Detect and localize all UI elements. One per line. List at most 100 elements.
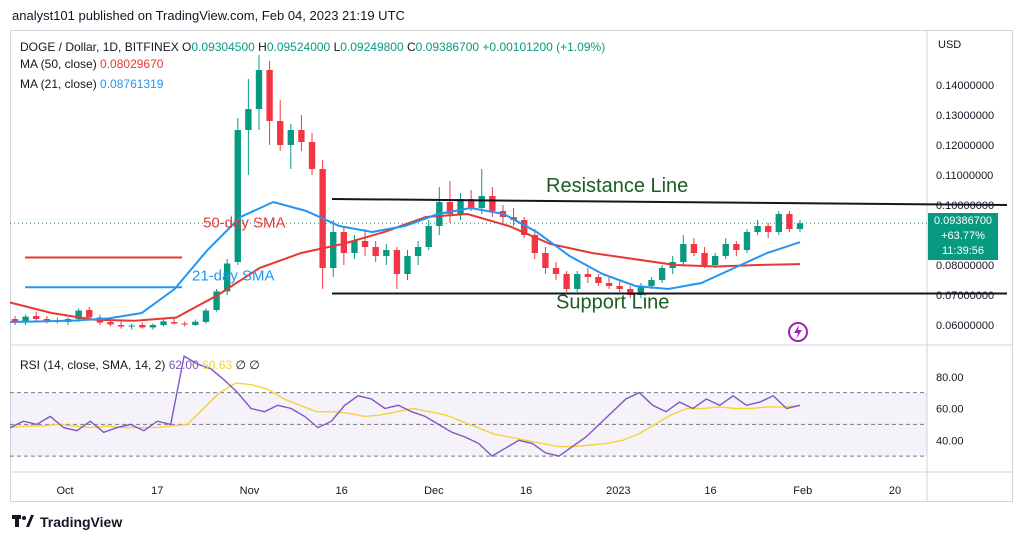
- price-tick-label: 0.14000000: [936, 80, 994, 92]
- countdown-badge: 11:39:56: [928, 243, 998, 260]
- candle: [255, 55, 263, 130]
- rsi-na-2: ∅: [249, 358, 260, 372]
- candle-body: [489, 196, 496, 211]
- candle-body: [467, 199, 475, 208]
- candle: [680, 235, 687, 265]
- candle: [287, 124, 294, 169]
- low-value: 0.09249800: [340, 40, 404, 54]
- candle-body: [266, 70, 273, 121]
- candle-body: [393, 250, 401, 274]
- time-tick-label: Oct: [56, 485, 73, 497]
- open-label: O: [182, 40, 192, 54]
- candle-body: [11, 319, 19, 322]
- candle-body: [404, 256, 411, 274]
- resistance-line-label: Resistance Line: [546, 175, 688, 197]
- candle: [298, 115, 305, 151]
- candle-body: [107, 322, 114, 325]
- time-tick-label: Nov: [240, 485, 260, 497]
- ma21-value: 0.08761319: [100, 77, 164, 91]
- ma21-legend: MA (21, close) 0.08761319: [20, 77, 163, 91]
- candle-body: [711, 256, 719, 265]
- candle-body: [425, 226, 432, 247]
- candle: [393, 247, 401, 289]
- close-label: C: [407, 40, 416, 54]
- lightning-icon-ring: [788, 322, 808, 342]
- price-tick-label: 0.12000000: [936, 140, 994, 152]
- candle-body: [308, 142, 316, 169]
- candle: [627, 286, 634, 298]
- change-value: +0.00101200 (+1.09%): [482, 40, 606, 54]
- candle-body: [722, 244, 729, 256]
- rsi-tick-label: 40.00: [936, 435, 964, 447]
- candle-body: [255, 70, 263, 109]
- candle-body: [128, 325, 135, 327]
- candle-body: [627, 289, 634, 295]
- candle: [277, 100, 284, 151]
- rsi-na-1: ∅: [235, 358, 246, 372]
- candle: [404, 250, 411, 280]
- candle: [595, 274, 602, 286]
- candle-body: [43, 319, 51, 321]
- candle-body: [245, 109, 252, 130]
- candle-body: [361, 241, 369, 247]
- time-tick-label: 2023: [606, 485, 630, 497]
- candle-body: [446, 202, 454, 214]
- candle-body: [552, 268, 560, 274]
- tradingview-footer[interactable]: TradingView: [12, 514, 122, 530]
- ma50-annotation: 50-day SMA: [203, 215, 286, 232]
- rsi-sma-line: [10, 382, 801, 448]
- rsi-tick-label: 60.00: [936, 404, 964, 416]
- ma50-label: MA (50, close): [20, 57, 97, 71]
- candle-body: [277, 121, 284, 145]
- candle: [733, 241, 740, 256]
- candle-body: [33, 316, 40, 319]
- candle: [372, 241, 379, 262]
- candle: [128, 323, 135, 330]
- candle-body: [605, 283, 613, 286]
- lightning-icon: [788, 322, 808, 342]
- low-label: L: [333, 40, 341, 54]
- candle-body: [521, 220, 528, 235]
- candle: [319, 160, 326, 289]
- lightning-icon-bolt: [794, 325, 802, 339]
- rsi-line: [10, 354, 801, 457]
- candle: [11, 316, 19, 325]
- candle-body: [298, 130, 305, 142]
- rsi-legend: RSI (14, close, SMA, 14, 2) 62.00 60.63 …: [20, 358, 260, 372]
- candle-body: [160, 321, 167, 325]
- candle: [743, 229, 751, 253]
- time-tick-label: Feb: [793, 485, 812, 497]
- candle: [722, 238, 729, 259]
- candle: [202, 308, 210, 324]
- price-tick-label: 0.08000000: [936, 260, 994, 272]
- symbol-legend: DOGE / Dollar, 1D, BITFINEX O0.09304500 …: [20, 40, 605, 54]
- candle-body: [680, 244, 687, 262]
- candle: [308, 133, 316, 175]
- chart-canvas[interactable]: USD 0.14000000 0.13000000 0.12000000 0.11000…: [10, 30, 1013, 502]
- candle: [542, 247, 549, 274]
- candle: [478, 169, 485, 214]
- candle-body: [478, 196, 485, 208]
- tradingview-brand: TradingView: [40, 514, 123, 530]
- candle-body: [754, 226, 761, 232]
- candle: [351, 235, 358, 259]
- time-tick-label: 16: [336, 485, 348, 497]
- candle: [330, 220, 337, 277]
- candle-body: [690, 244, 698, 253]
- candle-body: [181, 323, 188, 325]
- candle: [361, 229, 369, 256]
- candle: [436, 187, 443, 235]
- candle-body: [351, 241, 358, 253]
- candle: [86, 307, 93, 319]
- candle: [181, 321, 188, 327]
- candle-body: [170, 322, 178, 324]
- candle: [563, 271, 570, 292]
- candle: [43, 316, 51, 324]
- candle-body: [616, 286, 623, 289]
- candle-body: [330, 232, 337, 268]
- candle: [245, 79, 252, 175]
- candle-body: [372, 247, 379, 256]
- candle-body: [139, 325, 146, 328]
- time-tick-label: Dec: [424, 485, 444, 497]
- candle-body: [595, 277, 602, 283]
